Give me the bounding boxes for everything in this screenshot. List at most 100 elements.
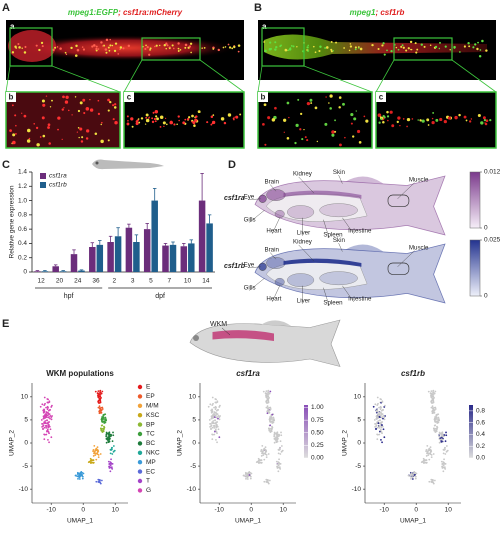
organ-leader [298,244,315,262]
y-tick-label: 0.8 [18,212,27,219]
cell-dot [206,121,209,124]
cell-dot [191,114,194,118]
umap-point [211,426,214,429]
colorbar [304,405,308,458]
cell-dot [212,48,215,50]
umap-point [218,418,221,421]
legend-label: BC [146,440,155,447]
cell-dot [324,47,327,49]
cell-dot [93,44,96,47]
organ-label: Brain [265,246,280,253]
x-tick-label: -10 [214,507,224,514]
cell-dot [56,46,59,48]
cell-dot [292,45,295,48]
cell-dot [303,128,305,131]
umap-point [272,418,275,421]
umap-point [92,448,95,451]
umap-point [279,440,282,443]
organ-label: Kidney [293,171,313,178]
cell-dot [97,48,100,50]
cell-dot [444,45,447,48]
x-axis-label: UMAP_1 [235,518,261,525]
cell-dot [377,113,382,117]
organ-leader [271,285,280,303]
umap-point [105,419,108,422]
umap-point [211,404,214,407]
adult-fish [189,319,341,367]
organ-leader [338,242,343,252]
umap-point [267,481,270,484]
cell-dot [387,119,389,122]
umap-point [257,459,260,462]
umap-point [218,416,221,419]
umap-point [374,403,377,406]
x-axis-label: UMAP_1 [400,518,426,525]
umap-point [438,441,441,444]
x-axis-label: UMAP_1 [67,518,93,525]
cell-dot [295,123,299,127]
umap-point [269,424,272,427]
cell-dot [435,118,439,122]
cell-dot [307,44,309,47]
cell-dot [15,124,17,127]
cell-dot [288,116,290,119]
legend-label: MP [146,459,156,466]
umap-point [426,444,429,447]
umap-point [92,455,95,457]
cell-dot [97,99,100,102]
fish-gene-label: csf1ra [224,195,245,202]
y-tick-label: 5 [192,417,196,424]
umap-point [46,408,49,411]
y-tick-label: -5 [355,463,361,470]
cell-dot [382,120,385,124]
cell-dot [269,41,272,44]
cell-dot [286,136,290,140]
umap-point [277,452,280,455]
cell-dot [454,115,458,120]
umap-point [441,465,444,468]
umap-point [381,424,383,427]
organ-label: Gills [244,284,256,291]
umap-point [89,457,92,460]
umap-point [279,453,282,455]
umap-point [216,441,218,444]
umap-point [211,433,214,436]
organ-leader [342,285,354,303]
muscle-sample [387,194,410,207]
umap-point [276,463,279,465]
cell-dot [386,49,388,52]
cell-dot [263,103,267,107]
dorsal-fin [345,176,384,184]
umap-point [218,436,221,439]
fish-diagram: Eye Brain Kidney Skin Muscle Gills Heart Liver S… [244,169,446,239]
legend-label: T [146,478,150,485]
umap-point [264,451,267,454]
umap-point [101,428,104,430]
umap-point [111,446,113,449]
cell-dot [21,47,23,49]
organ-label: Eye [244,262,255,269]
umap-point [432,401,435,404]
y-tick-label: 0.4 [18,240,27,247]
umap-point [210,415,213,418]
cell-dot [23,51,27,54]
eye [193,335,199,341]
cell-dot [382,42,385,45]
cell-dot [478,55,482,58]
umap-point [47,430,50,433]
y-tick-label: 5 [24,417,28,424]
cell-dot [409,40,413,44]
cell-dot [12,133,16,137]
colorbar-label: 0.00 [311,455,324,462]
umap-point [428,448,430,450]
umap-point [277,464,280,467]
umap-point [219,404,221,407]
zoom-image [123,91,245,149]
umap-point [270,430,273,433]
umap-point [216,425,219,428]
umap-point [428,458,431,461]
umap-point [273,433,276,435]
cell-dot [239,113,242,116]
image-sublabel: b [9,93,14,102]
umap-point [267,401,270,404]
